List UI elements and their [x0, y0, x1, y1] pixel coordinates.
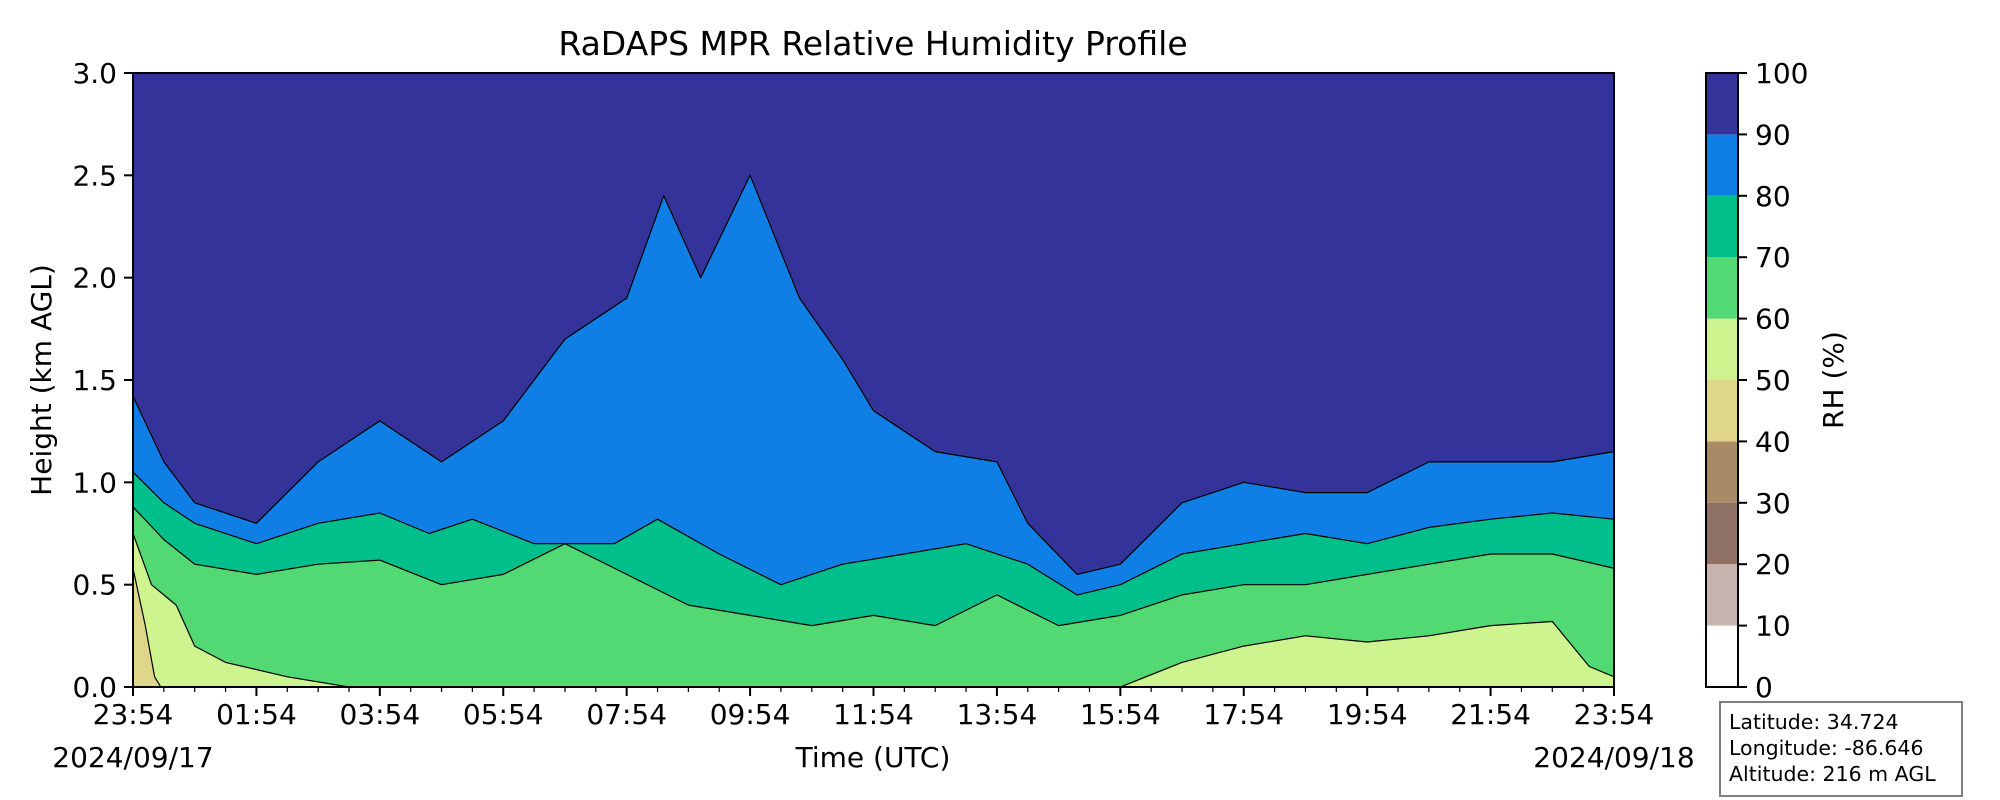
colorbar-segment — [1706, 441, 1738, 503]
x-tick-label: 07:54 — [586, 698, 667, 731]
y-tick-label: 0.5 — [72, 569, 117, 602]
colorbar-tick-label: 20 — [1755, 548, 1791, 581]
colorbar-tick-label: 60 — [1755, 303, 1791, 336]
x-tick-label: 13:54 — [957, 698, 1038, 731]
chart-title: RaDAPS MPR Relative Humidity Profile — [558, 24, 1187, 63]
colorbar-tick-label: 10 — [1755, 610, 1791, 643]
altitude-text: Altitude: 216 m AGL — [1729, 762, 1936, 786]
colorbar-tick-label: 50 — [1755, 364, 1791, 397]
start-date-label: 2024/09/17 — [52, 741, 213, 774]
rh-band-60-70 — [133, 506, 1614, 687]
x-tick-label: 03:54 — [339, 698, 420, 731]
colorbar-segment — [1706, 134, 1738, 196]
x-tick-label: 05:54 — [463, 698, 544, 731]
y-tick-label: 2.0 — [72, 262, 117, 295]
colorbar-tick-label: 40 — [1755, 425, 1791, 458]
colorbar-segment — [1706, 502, 1738, 565]
rh-band-40-50 — [133, 567, 162, 687]
colorbar-segment — [1706, 73, 1738, 135]
x-tick-label: 01:54 — [216, 698, 297, 731]
y-axis-label: Height (km AGL) — [25, 264, 58, 496]
colorbar-segment — [1706, 318, 1738, 380]
x-tick-label: 17:54 — [1203, 698, 1284, 731]
end-date-label: 2024/09/18 — [1533, 741, 1694, 774]
plot-area — [133, 73, 1614, 687]
y-tick-label: 0.0 — [72, 671, 117, 704]
colorbar-tick-label: 100 — [1755, 57, 1808, 90]
y-tick-label: 3.0 — [72, 57, 117, 90]
x-tick-label: 09:54 — [710, 698, 791, 731]
station-info-box: Latitude: 34.724 Longitude: -86.646 Alti… — [1719, 701, 1963, 797]
colorbar-tick-label: 0 — [1755, 671, 1773, 704]
colorbar-tick-label: 30 — [1755, 487, 1791, 520]
x-tick-label: 11:54 — [833, 698, 914, 731]
x-tick-label: 23:54 — [1574, 698, 1655, 731]
x-tick-label: 23:54 — [93, 698, 174, 731]
y-axis: 0.0 0.5 1.0 1.5 2.0 2.5 3.0 — [72, 57, 133, 704]
x-tick-label: 21:54 — [1450, 698, 1531, 731]
colorbar-segment — [1706, 257, 1738, 319]
colorbar-tick-label: 90 — [1755, 118, 1791, 151]
x-axis-label: Time (UTC) — [795, 741, 951, 774]
y-tick-label: 1.5 — [72, 364, 117, 397]
colorbar-tick-label: 70 — [1755, 241, 1791, 274]
longitude-text: Longitude: -86.646 — [1729, 736, 1924, 760]
x-axis: 23:54 01:54 03:54 05:54 07:54 09:54 11:54 13:54… — [93, 687, 1655, 731]
x-tick-label: 15:54 — [1080, 698, 1161, 731]
colorbar-segment — [1706, 564, 1738, 626]
y-tick-label: 1.0 — [72, 466, 117, 499]
colorbar-segment — [1706, 625, 1738, 687]
colorbar-segment — [1706, 195, 1738, 258]
rh-band-50-60 — [133, 532, 1614, 687]
colorbar: 0 10 20 30 40 50 60 70 80 90 100 — [1705, 57, 1808, 704]
colorbar-segment — [1706, 380, 1738, 442]
y-tick-label: 2.5 — [72, 159, 117, 192]
x-tick-label: 19:54 — [1327, 698, 1408, 731]
colorbar-tick-label: 80 — [1755, 180, 1791, 213]
latitude-text: Latitude: 34.724 — [1729, 710, 1899, 734]
colorbar-label: RH (%) — [1817, 331, 1850, 429]
